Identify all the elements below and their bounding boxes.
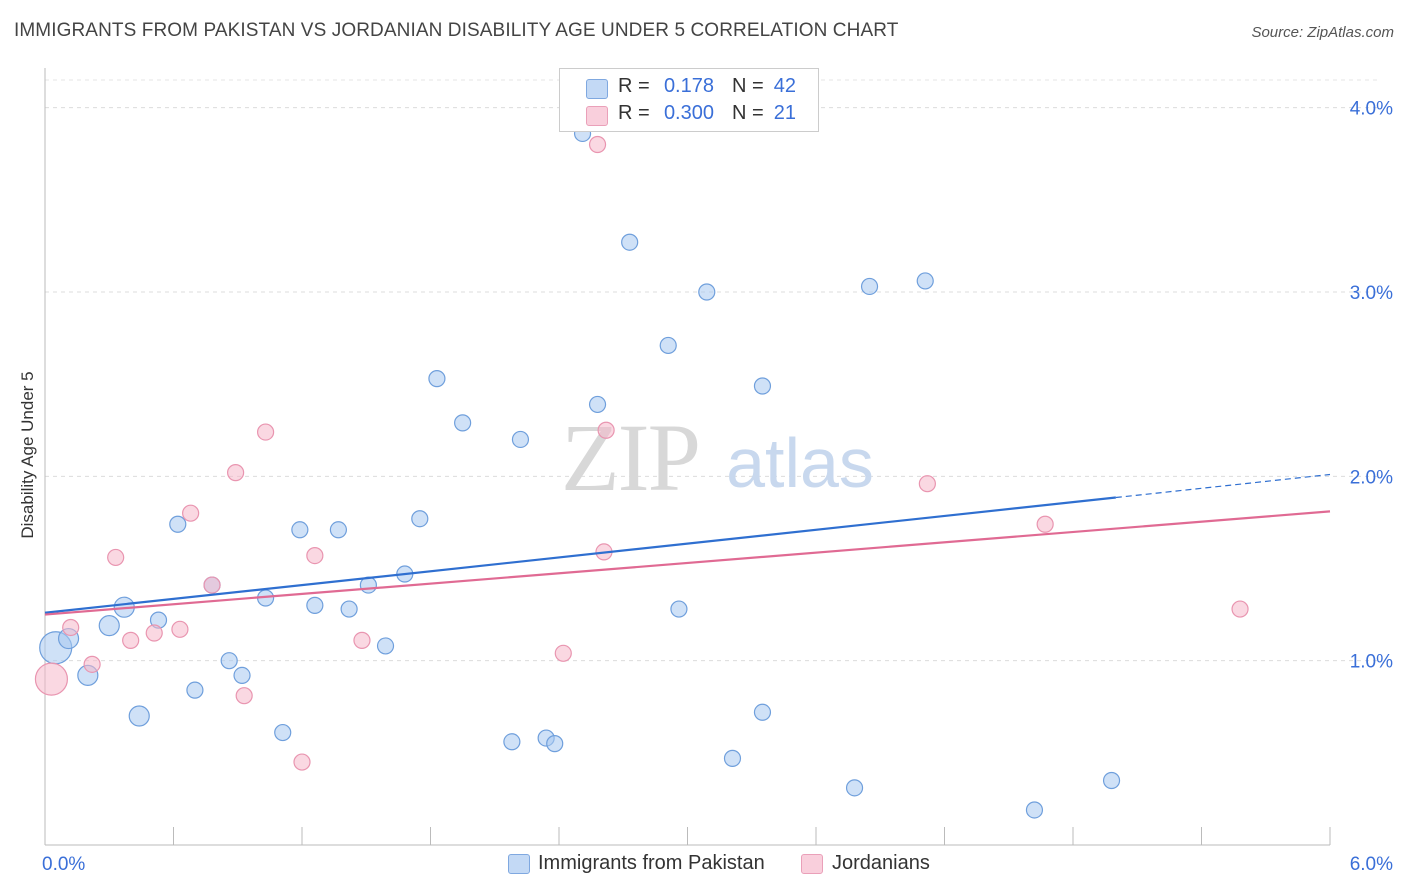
legend-swatch-jordanians xyxy=(586,106,608,126)
point-pakistan xyxy=(329,521,348,539)
point-pakistan xyxy=(753,703,772,721)
point-jordanians xyxy=(171,620,189,638)
point-pakistan xyxy=(98,615,120,637)
point-jordanians xyxy=(227,464,245,482)
y-tick-label: 2.0% xyxy=(1350,467,1393,488)
tick-labels: 1.0% 2.0% 3.0% 4.0% 0.0% 6.0% xyxy=(42,99,1393,875)
point-jordanians xyxy=(918,475,936,493)
point-pakistan xyxy=(306,596,324,614)
point-jordanians xyxy=(182,504,200,522)
point-jordanians xyxy=(62,618,80,637)
trend-lines xyxy=(44,473,1331,616)
watermark-zip: ZIP xyxy=(561,404,699,511)
point-jordanians xyxy=(83,655,101,673)
point-pakistan xyxy=(503,733,521,751)
point-jordanians xyxy=(122,631,140,649)
point-jordanians xyxy=(235,687,253,705)
x-tick-label: 0.0% xyxy=(42,854,85,875)
point-jordanians xyxy=(353,631,371,649)
point-pakistan xyxy=(291,521,309,539)
point-pakistan xyxy=(128,705,150,727)
point-pakistan xyxy=(511,430,530,449)
chart-title: IMMIGRANTS FROM PAKISTAN VS JORDANIAN DI… xyxy=(14,20,899,41)
point-pakistan xyxy=(670,600,688,618)
grid-lines xyxy=(45,79,1380,662)
point-pakistan xyxy=(916,272,934,290)
point-pakistan xyxy=(186,681,204,699)
point-pakistan xyxy=(723,749,742,767)
point-pakistan xyxy=(169,515,187,533)
y-axis-label: Disability Age Under 5 xyxy=(18,371,37,539)
r-value: 0.300 xyxy=(663,102,714,124)
point-pakistan xyxy=(1102,771,1121,790)
r-value: 0.178 xyxy=(663,75,714,97)
stats-legend-row-jordanians: R = 0.300 N = 21 xyxy=(560,102,818,130)
point-pakistan xyxy=(546,735,564,753)
n-label: N = xyxy=(732,102,764,124)
point-pakistan xyxy=(753,377,772,395)
point-jordanians xyxy=(145,624,163,642)
point-pakistan xyxy=(376,637,395,655)
trend-line-jordanians xyxy=(44,510,1331,616)
point-pakistan xyxy=(698,283,716,301)
trend-line-pakistan-extension xyxy=(1115,473,1331,499)
n-label: N = xyxy=(732,75,764,97)
point-pakistan xyxy=(659,336,677,355)
n-value: 21 xyxy=(773,102,796,124)
point-pakistan xyxy=(621,233,639,251)
r-label: R = xyxy=(618,102,650,124)
watermark-atlas: atlas xyxy=(726,424,874,502)
point-jordanians xyxy=(554,644,572,662)
r-label: R = xyxy=(618,75,650,97)
stats-legend: R = 0.178 N = 42 R = 0.300 N = 21 xyxy=(559,68,819,132)
y-tick-label: 3.0% xyxy=(1350,283,1393,304)
y-tick-label: 4.0% xyxy=(1350,99,1393,120)
legend-swatch-pakistan xyxy=(586,79,608,99)
point-jordanians xyxy=(306,546,324,565)
point-jordanians xyxy=(256,423,275,441)
point-pakistan xyxy=(428,370,446,388)
point-pakistan xyxy=(845,779,864,797)
point-pakistan xyxy=(454,414,472,432)
point-pakistan xyxy=(340,600,358,618)
data-points xyxy=(34,124,1249,819)
y-tick-label: 1.0% xyxy=(1350,652,1393,673)
point-pakistan xyxy=(411,510,429,528)
point-pakistan xyxy=(860,277,879,296)
point-pakistan xyxy=(274,723,292,742)
point-jordanians xyxy=(597,421,615,439)
x-tick-label: 6.0% xyxy=(1350,854,1393,875)
trend-line-pakistan xyxy=(44,496,1116,614)
point-pakistan xyxy=(1025,801,1044,819)
legend-swatch-jordanians xyxy=(801,854,823,874)
point-jordanians xyxy=(1036,515,1054,533)
axes xyxy=(44,68,1331,846)
point-pakistan xyxy=(233,666,251,685)
series-legend: Immigrants from Pakistan Jordanians xyxy=(0,852,1406,878)
legend-label-jordanians: Jordanians xyxy=(832,852,930,874)
legend-swatch-pakistan xyxy=(508,854,530,874)
legend-label-pakistan: Immigrants from Pakistan xyxy=(538,852,765,874)
point-pakistan xyxy=(220,652,238,670)
point-jordanians xyxy=(107,548,125,567)
point-jordanians xyxy=(1231,600,1249,618)
point-pakistan xyxy=(588,395,607,414)
point-jordanians xyxy=(34,662,69,696)
point-jordanians xyxy=(293,753,311,771)
n-value: 42 xyxy=(773,75,796,97)
source-label: Source: ZipAtlas.com xyxy=(1251,24,1394,41)
point-jordanians xyxy=(588,135,607,154)
watermark: ZIP atlas xyxy=(561,404,874,511)
stats-legend-row-pakistan: R = 0.178 N = 42 xyxy=(560,75,818,103)
point-jordanians xyxy=(203,576,221,594)
